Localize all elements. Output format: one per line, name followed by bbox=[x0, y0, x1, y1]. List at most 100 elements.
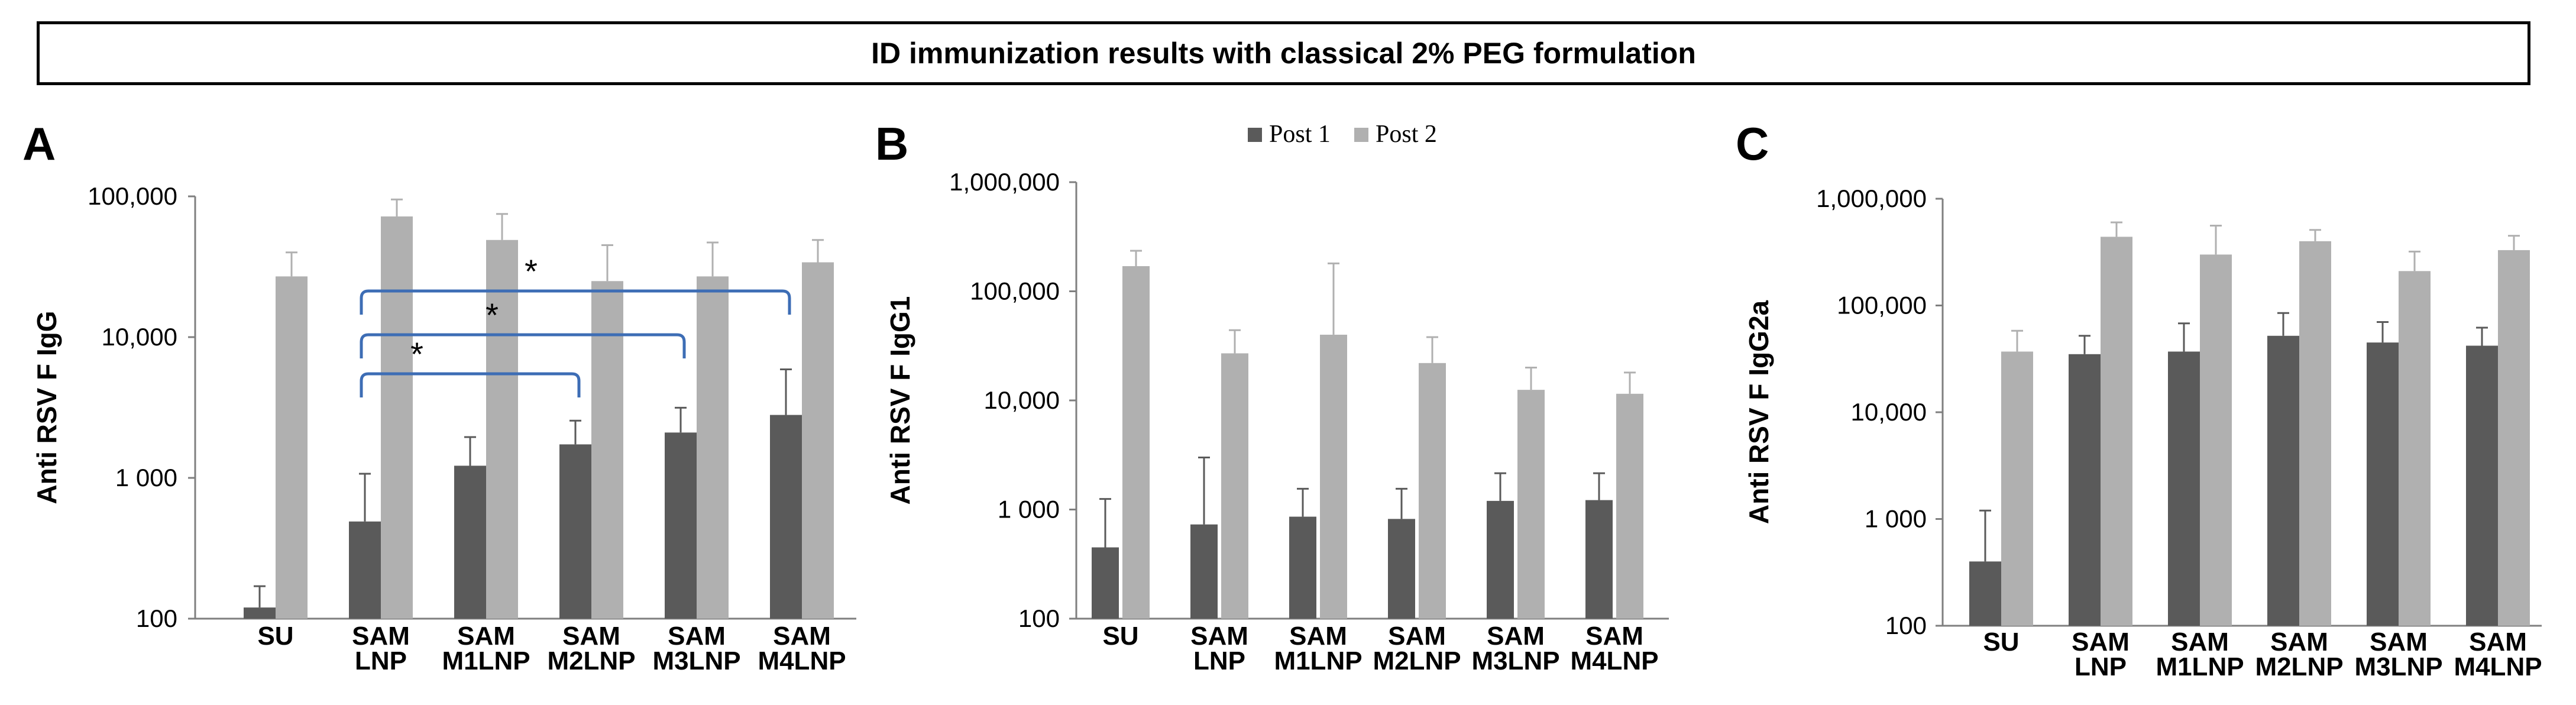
category-label: SAM bbox=[2370, 628, 2428, 657]
significance-star: * bbox=[525, 253, 538, 290]
significance-bracket bbox=[360, 333, 686, 358]
bar-post1 bbox=[559, 444, 591, 619]
category-label: SAM bbox=[668, 622, 726, 651]
significance-bracket bbox=[360, 372, 581, 397]
bar-post2 bbox=[2001, 351, 2033, 626]
bar-post1 bbox=[349, 521, 381, 619]
bar-post1 bbox=[2168, 351, 2200, 626]
bar-post1 bbox=[1388, 519, 1415, 619]
y-tick-label: 100,000 bbox=[970, 277, 1060, 305]
bar-post1 bbox=[1289, 516, 1316, 619]
category-label: SAM bbox=[2072, 628, 2130, 657]
bar-post1 bbox=[1585, 500, 1613, 619]
category-label: M2LNP bbox=[1373, 646, 1461, 675]
category-label: M2LNP bbox=[547, 646, 635, 675]
category-label: SAM bbox=[457, 622, 515, 651]
bar-post2 bbox=[276, 276, 308, 619]
bar-post2 bbox=[802, 262, 834, 619]
y-tick-label: 1 000 bbox=[998, 496, 1060, 523]
legend-label-post2: Post 2 bbox=[1376, 121, 1437, 148]
bar-post1 bbox=[1487, 500, 1514, 619]
y-axis-label-a: Anti RSV F IgG bbox=[31, 311, 62, 504]
bar-post2 bbox=[486, 240, 518, 619]
y-tick-label: 1,000,000 bbox=[949, 168, 1060, 196]
y-tick-label: 10,000 bbox=[984, 386, 1060, 414]
category-label: SAM bbox=[2270, 628, 2328, 657]
bar-post2 bbox=[2101, 237, 2132, 626]
panel-letter-c: C bbox=[1736, 118, 1769, 170]
category-label: SU bbox=[1983, 628, 2019, 657]
category-label: SAM bbox=[1388, 622, 1446, 651]
y-tick-label: 100 bbox=[1018, 604, 1060, 632]
bar-post1 bbox=[2069, 354, 2101, 626]
y-tick-label: 10,000 bbox=[102, 323, 177, 351]
y-tick-label: 100 bbox=[1885, 612, 1927, 639]
category-label: SAM bbox=[562, 622, 620, 651]
category-label: SAM bbox=[2171, 628, 2229, 657]
category-label: M2LNP bbox=[2255, 652, 2343, 681]
category-label: LNP bbox=[355, 646, 407, 675]
bar-post2 bbox=[2498, 250, 2530, 626]
category-label: M4LNP bbox=[758, 646, 846, 675]
legend-swatch-post1 bbox=[1248, 128, 1262, 142]
category-label: M3LNP bbox=[2354, 652, 2442, 681]
significance-star: * bbox=[486, 296, 499, 334]
category-label: SAM bbox=[1487, 622, 1545, 651]
significance-star: * bbox=[410, 335, 423, 373]
category-label: SAM bbox=[2469, 628, 2527, 657]
bar-post2 bbox=[2399, 271, 2431, 626]
category-label: SAM bbox=[1585, 622, 1643, 651]
bar-post1 bbox=[665, 432, 697, 619]
bar-post2 bbox=[381, 216, 413, 619]
y-tick-label: 10,000 bbox=[1851, 398, 1927, 426]
category-label: LNP bbox=[1193, 646, 1245, 675]
category-label: M3LNP bbox=[1471, 646, 1559, 675]
bar-post1 bbox=[1190, 524, 1218, 619]
bar-post1 bbox=[2267, 335, 2299, 626]
bar-post1 bbox=[1969, 561, 2001, 626]
y-tick-label: 100,000 bbox=[1837, 292, 1927, 319]
bar-post1 bbox=[1092, 547, 1119, 619]
bar-post1 bbox=[2466, 345, 2498, 626]
bar-post1 bbox=[2367, 342, 2399, 626]
category-label: SAM bbox=[1190, 622, 1248, 651]
bar-post2 bbox=[1517, 390, 1545, 619]
bar-post2 bbox=[1122, 266, 1150, 619]
title-box: ID immunization results with classical 2… bbox=[37, 21, 2530, 85]
legend-swatch-post2 bbox=[1354, 128, 1368, 142]
panel-letter-a: A bbox=[22, 118, 56, 170]
significance-bracket bbox=[360, 289, 791, 315]
bar-post2 bbox=[1419, 363, 1446, 619]
bar-post1 bbox=[244, 607, 276, 619]
y-tick-label: 1 000 bbox=[1865, 505, 1927, 533]
bar-post2 bbox=[1616, 393, 1643, 619]
bar-post2 bbox=[2299, 241, 2331, 626]
category-label: M1LNP bbox=[1274, 646, 1362, 675]
bar-post2 bbox=[697, 276, 729, 619]
bar-post2 bbox=[591, 281, 623, 619]
bar-post1 bbox=[454, 465, 486, 619]
y-axis-label-c: Anti RSV F IgG2a bbox=[1743, 300, 1774, 524]
bar-post2 bbox=[2200, 254, 2232, 626]
category-label: SAM bbox=[352, 622, 410, 651]
category-label: SAM bbox=[1289, 622, 1347, 651]
legend-label-post1: Post 1 bbox=[1269, 121, 1331, 148]
category-label: M4LNP bbox=[1570, 646, 1658, 675]
category-label: M1LNP bbox=[2156, 652, 2244, 681]
bar-post2 bbox=[1320, 334, 1347, 619]
y-tick-label: 100 bbox=[136, 604, 177, 632]
figure-title: ID immunization results with classical 2… bbox=[871, 37, 1696, 70]
category-label: SU bbox=[257, 622, 293, 651]
bar-post2 bbox=[1221, 353, 1248, 619]
category-label: SU bbox=[1102, 622, 1138, 651]
category-label: M1LNP bbox=[442, 646, 530, 675]
y-tick-label: 1 000 bbox=[115, 464, 177, 491]
bar-post1 bbox=[770, 415, 802, 619]
y-tick-label: 100,000 bbox=[88, 182, 177, 210]
category-label: M4LNP bbox=[2454, 652, 2542, 681]
y-tick-label: 1,000,000 bbox=[1816, 185, 1927, 212]
y-axis-label-b: Anti RSV F IgG1 bbox=[885, 296, 915, 505]
category-label: SAM bbox=[773, 622, 831, 651]
